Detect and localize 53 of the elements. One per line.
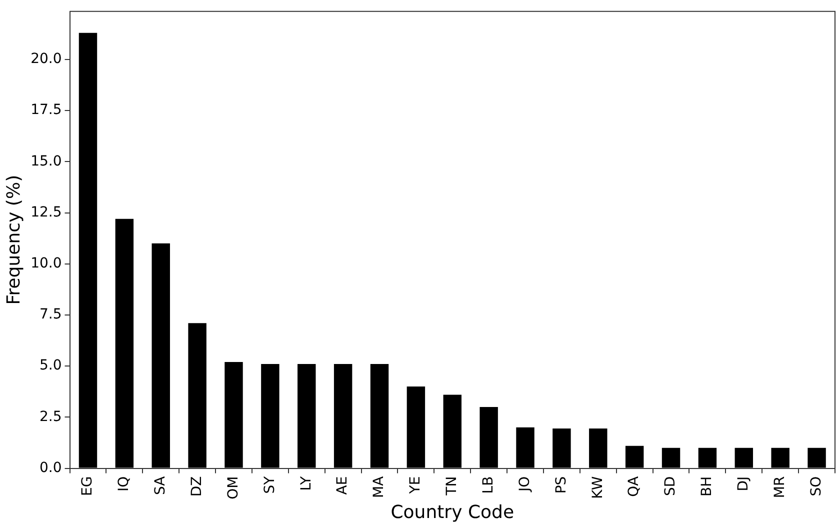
y-tick-label: 5.0	[40, 358, 62, 374]
x-tick-label: PS	[553, 476, 570, 494]
x-tick-label: AE	[334, 476, 351, 495]
y-tick-label: 12.5	[30, 204, 62, 220]
y-tick-label: 17.5	[30, 102, 62, 118]
bar	[552, 428, 571, 468]
y-tick-label: 2.5	[40, 408, 62, 425]
y-axis-title: Frequency (%)	[3, 174, 24, 305]
bar	[443, 394, 462, 468]
y-tick-label: 0.0	[40, 460, 62, 476]
bar	[480, 406, 498, 468]
x-tick-label: YE	[408, 476, 424, 495]
x-tick-label: MR	[772, 476, 788, 498]
y-tick-label: 10.0	[30, 256, 62, 272]
x-tick-label: SA	[152, 476, 169, 496]
bar	[808, 448, 826, 468]
bar	[734, 448, 754, 468]
x-tick-label: QA	[626, 476, 642, 497]
bar	[771, 448, 790, 468]
bar	[261, 364, 280, 468]
x-tick-label: LB	[480, 476, 496, 494]
x-tick-label: SO	[808, 476, 824, 496]
bar	[188, 323, 206, 468]
x-tick-label: SY	[262, 476, 278, 494]
x-tick-label: BH	[699, 476, 716, 496]
x-axis-title: Country Code	[390, 502, 514, 523]
x-tick-label: SD	[662, 476, 679, 496]
x-tick-label: JO	[516, 476, 533, 492]
bar	[370, 364, 389, 468]
x-tick-label: EG	[80, 476, 96, 496]
x-tick-label: DZ	[188, 476, 205, 497]
bar	[78, 32, 98, 468]
x-tick-label: DJ	[736, 476, 752, 492]
bar	[589, 428, 608, 468]
bar	[224, 362, 243, 468]
y-tick-label: 20.0	[30, 51, 62, 68]
y-tick-label: 7.5	[40, 306, 62, 323]
x-tick-label: IQ	[116, 476, 132, 492]
bar	[698, 448, 717, 468]
bar	[662, 448, 680, 468]
bar	[516, 427, 534, 468]
x-tick-label: TN	[444, 476, 460, 496]
bar	[115, 218, 134, 468]
bar	[406, 386, 426, 468]
x-tick-label: MA	[371, 476, 388, 498]
bar	[298, 364, 316, 468]
bar	[625, 446, 644, 468]
x-tick-label: OM	[225, 476, 242, 500]
x-tick-label: LY	[298, 476, 314, 491]
bar	[152, 243, 170, 468]
bar	[334, 364, 352, 468]
x-tick-label: KW	[590, 476, 606, 499]
y-tick-label: 15.0	[30, 153, 62, 170]
